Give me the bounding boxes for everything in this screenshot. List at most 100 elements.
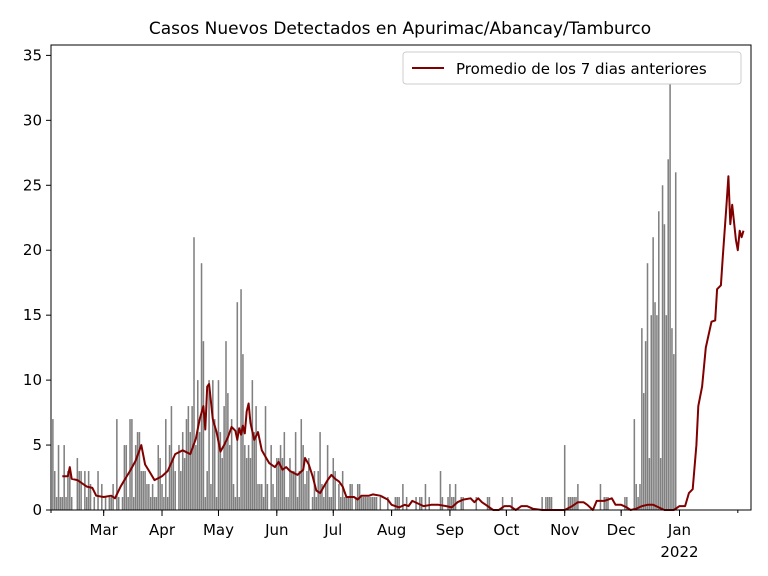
bar <box>283 432 286 510</box>
bar <box>317 471 319 510</box>
bar <box>292 471 295 510</box>
bar <box>191 406 193 510</box>
bar <box>626 497 628 510</box>
bar <box>341 471 344 510</box>
bar <box>635 484 637 510</box>
bar <box>298 471 301 510</box>
bar <box>373 497 376 510</box>
bar <box>338 484 340 510</box>
bar <box>151 484 154 510</box>
x-tick-label: Mar <box>90 521 119 539</box>
bar <box>405 497 408 510</box>
bar <box>183 458 186 510</box>
bar <box>136 432 139 510</box>
bar <box>475 497 478 510</box>
bar <box>230 419 233 510</box>
bar <box>259 484 261 510</box>
bar <box>302 445 304 510</box>
bar <box>245 458 248 510</box>
bar <box>345 497 348 510</box>
bar <box>208 380 210 510</box>
bar <box>270 445 272 510</box>
bar <box>251 380 254 510</box>
axes-group: 0 5 10 15 20 25 30 35 Mar Apr May Jun Jul Aug Sep Oct No… <box>23 44 752 561</box>
bar <box>242 354 244 510</box>
bar <box>52 419 54 510</box>
bar <box>232 484 235 510</box>
bar <box>654 302 656 510</box>
bar <box>364 497 367 510</box>
bar <box>249 458 252 510</box>
bar <box>279 445 282 510</box>
bar <box>89 484 92 510</box>
bar <box>178 445 180 510</box>
bar <box>161 484 163 510</box>
bar <box>70 497 73 510</box>
bar <box>460 497 462 510</box>
bar <box>127 497 129 510</box>
bar <box>202 341 205 510</box>
x-tick-label: Apr <box>149 521 176 539</box>
bar <box>665 315 668 510</box>
bar <box>247 445 250 510</box>
bar <box>234 497 237 510</box>
bar <box>387 497 389 510</box>
bar <box>153 497 156 510</box>
bar <box>277 458 280 510</box>
bar <box>501 497 504 510</box>
bar <box>181 432 184 510</box>
bar <box>366 497 368 510</box>
bar <box>563 445 566 510</box>
bar <box>550 497 553 510</box>
bar <box>300 419 303 510</box>
bar <box>674 172 677 510</box>
bar <box>343 497 346 510</box>
bar <box>296 497 299 510</box>
bar <box>656 315 658 510</box>
bar <box>637 497 639 510</box>
bar <box>215 497 218 510</box>
bar <box>673 354 675 510</box>
bar <box>244 445 246 510</box>
bar <box>603 497 605 510</box>
bar <box>379 497 382 510</box>
bar <box>394 497 397 510</box>
bar <box>368 497 370 510</box>
bar <box>195 445 197 510</box>
chart-title: Casos Nuevos Detectados en Apurimac/Aban… <box>149 19 651 39</box>
legend-box <box>402 51 742 85</box>
bar <box>204 497 207 510</box>
bar <box>69 471 71 510</box>
x-tick-label: Jul <box>323 521 342 539</box>
y-tick-label: 15 <box>23 306 42 324</box>
bar <box>276 458 278 510</box>
bar <box>548 497 551 510</box>
bar <box>659 458 662 510</box>
bar <box>149 497 152 510</box>
bar <box>308 458 310 510</box>
bar <box>121 497 124 510</box>
bar <box>255 406 257 510</box>
bar <box>633 419 636 510</box>
bar <box>198 432 201 510</box>
bar <box>289 458 291 510</box>
bar <box>123 445 126 510</box>
legend: Promedio de los 7 dias anteriores <box>402 51 742 85</box>
bar <box>313 471 316 510</box>
bar <box>168 445 171 510</box>
y-tick-label: 30 <box>23 111 42 129</box>
x-tick-label: May <box>203 521 234 539</box>
bar <box>272 484 274 510</box>
bar <box>648 458 651 510</box>
bar <box>424 484 427 510</box>
x-tick-label: Jan <box>667 521 691 539</box>
bar <box>76 458 79 510</box>
bar <box>571 497 574 510</box>
bar <box>355 497 357 510</box>
bar <box>197 380 199 510</box>
bar <box>253 432 255 510</box>
bar <box>486 497 489 510</box>
bar <box>63 445 65 510</box>
bar <box>375 497 378 510</box>
bar <box>59 497 62 510</box>
